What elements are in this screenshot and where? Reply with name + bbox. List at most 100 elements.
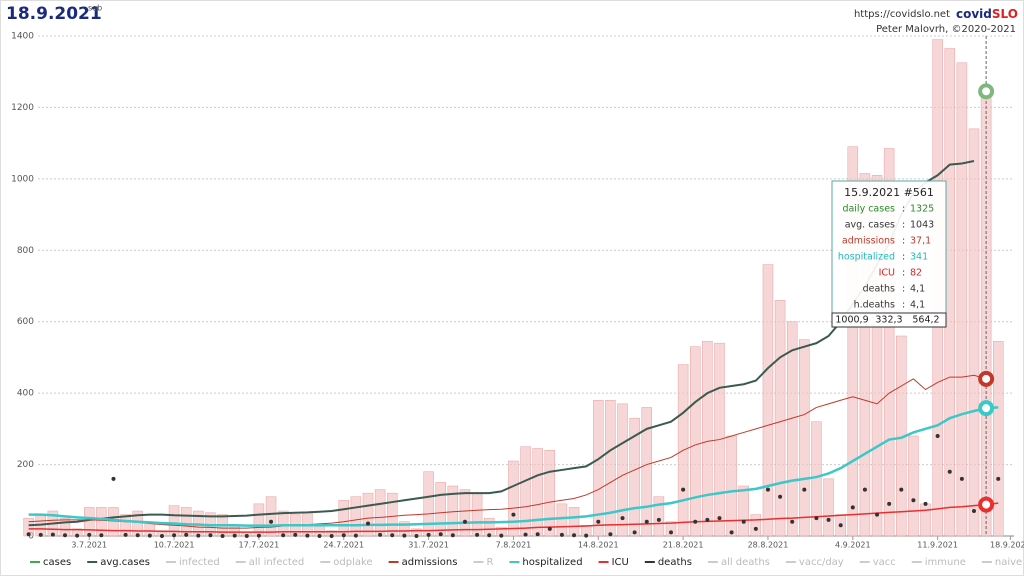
death-dot [669,530,673,535]
series-line [28,406,999,527]
legend-label[interactable]: vacc/day [799,557,844,568]
death-dot [244,534,249,538]
bar [338,500,350,537]
death-dot [947,469,952,474]
bar [786,321,798,537]
bar [641,407,653,537]
y-tick-label: 1000 [11,174,34,184]
legend-item[interactable]: vacc [859,557,896,568]
death-dot [741,519,746,524]
death-dot [572,533,577,538]
death-dot [875,512,880,517]
death-dot [547,526,552,531]
death-dot [681,487,686,492]
legend-label[interactable]: naive [995,557,1022,568]
brand-b: SLO [992,7,1018,21]
bar [83,507,95,537]
bar [350,496,362,537]
bar [508,460,519,537]
legend-label[interactable]: immune [925,557,966,568]
brand: covidSLO [956,7,1018,21]
legend-item[interactable]: deaths [644,557,692,568]
death-dot [705,517,710,522]
legend-item[interactable]: all infected [235,557,305,568]
tooltip-footer-box [831,312,947,328]
legend-label[interactable]: hospitalized [522,557,582,568]
death-dot [499,533,504,538]
x-tick-label: 31.7.2021 [408,541,449,550]
legend-item[interactable]: hospitalized [509,557,583,568]
legend-item[interactable]: ICU [598,557,629,568]
death-dot [753,526,758,531]
legend-label[interactable]: all infected [249,557,305,568]
bar [629,417,640,537]
weekday: sob [88,4,102,13]
tooltip-label: admissions [842,236,895,247]
x-tick-label: 21.8.2021 [663,541,704,550]
legend-label[interactable]: ICU [612,557,629,568]
bar [362,492,374,537]
x-tick-label: 18.9.2021 [990,541,1024,550]
death-dot [426,532,431,537]
death-dot [281,533,286,538]
death-dot [802,487,807,492]
death-dot [50,532,55,537]
legend-item[interactable]: immune [911,557,966,568]
bar [435,482,446,537]
legend-item[interactable]: R [473,557,493,568]
death-dot [523,532,528,537]
death-dot [911,498,916,503]
hover-point [978,83,995,100]
legend-label[interactable]: infected [179,557,220,568]
tooltip-value: 4,1 [910,300,925,311]
legend-label[interactable]: all deaths [721,557,770,568]
bar [799,339,810,537]
death-dot [778,494,783,499]
death-dot [596,519,601,524]
death-dot [729,530,734,535]
legend-label[interactable]: odplake [333,557,372,568]
legend-item[interactable]: naive [981,557,1022,568]
url[interactable]: https://covidslo.net [854,9,950,20]
death-dot [402,533,407,538]
bar [520,446,531,537]
death-dot [159,534,164,538]
bar [544,450,556,537]
x-tick-label: 10.7.2021 [154,541,195,550]
legend-item[interactable]: avg.cases [87,557,150,568]
legend-label[interactable]: vacc [873,557,896,568]
death-dot [450,533,455,538]
legend-label[interactable]: admissions [402,557,458,568]
legend-item[interactable]: all deaths [707,557,770,568]
legend-item[interactable]: vacc/day [785,557,844,568]
legend-label[interactable]: avg.cases [100,557,150,568]
death-dot [475,532,480,537]
hover-point [978,400,995,417]
legend-item[interactable]: infected [165,557,220,568]
tooltip-label: hospitalized [838,252,895,263]
tooltip-footer: 564,2 [912,315,939,326]
death-dot [620,516,625,521]
y-tick-label: 600 [17,317,34,327]
bar [774,300,786,537]
bar [568,507,580,537]
legend-item[interactable]: cases [30,557,71,568]
death-dot [317,534,322,538]
series-line [28,502,999,533]
y-tick-label: 1400 [11,32,34,42]
death-dot [814,516,819,521]
bar [459,489,471,537]
legend-item[interactable]: admissions [388,557,458,568]
death-dot [196,533,201,538]
death-dot [305,533,310,538]
death-dot [75,533,80,538]
death-dot [135,533,140,538]
death-dot [341,533,346,538]
legend-item[interactable]: odplake [320,557,373,568]
legend-label[interactable]: R [486,557,493,568]
death-dot [935,434,940,438]
legend-label[interactable]: cases [43,557,71,568]
death-dot [353,533,358,538]
legend-label[interactable]: deaths [658,557,692,568]
tooltip-sep: : [902,268,905,279]
